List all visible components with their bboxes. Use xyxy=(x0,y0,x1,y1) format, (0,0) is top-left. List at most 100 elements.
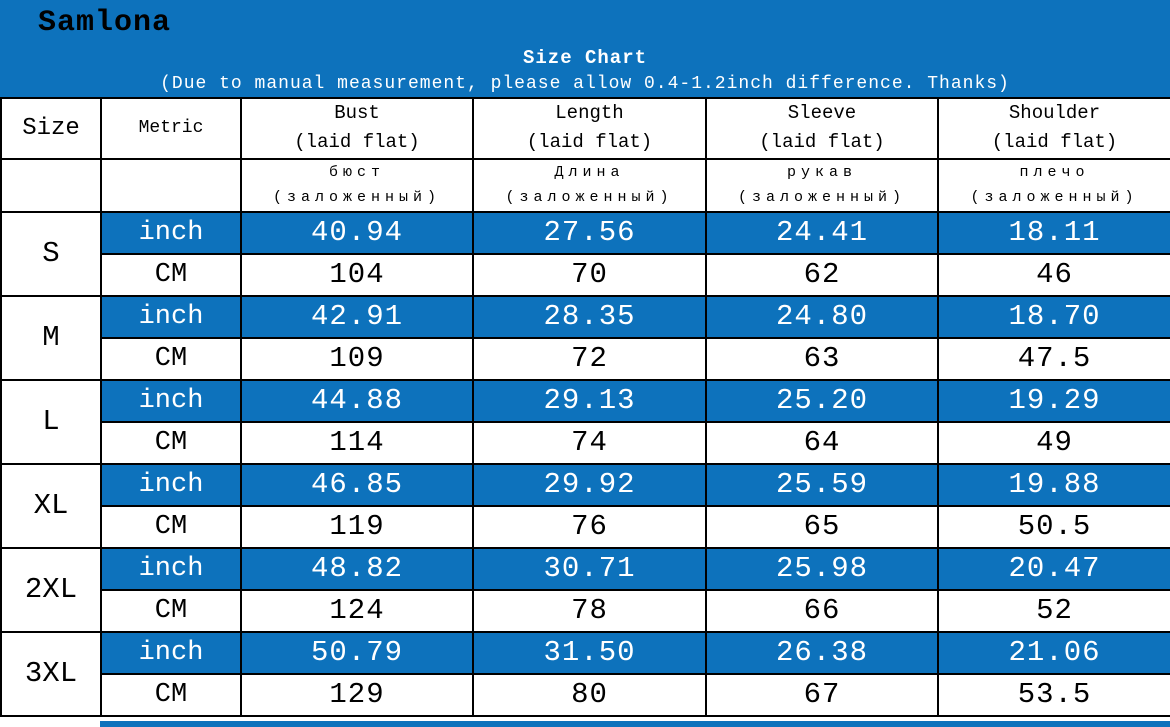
length-value: 76 xyxy=(472,504,707,549)
sleeve-value: 25.20 xyxy=(705,378,939,423)
header-row-english: Size Metric Bust (laid flat) Length (lai… xyxy=(0,97,1170,160)
sleeve-value: 64 xyxy=(705,420,939,465)
bust-ru-name: бюст xyxy=(328,163,385,181)
shoulder-value: 20.47 xyxy=(937,546,1170,591)
shoulder-ru-sub: (заложенный) xyxy=(970,189,1139,207)
column-header-metric: Metric xyxy=(100,97,242,160)
metric-label: CM xyxy=(100,672,242,717)
sleeve-value: 65 xyxy=(705,504,939,549)
column-header-length-sub: (laid flat) xyxy=(526,131,653,154)
shoulder-value: 50.5 xyxy=(937,504,1170,549)
length-value: 31.50 xyxy=(472,630,707,675)
bust-value: 44.88 xyxy=(240,378,474,423)
length-ru-sub: (заложенный) xyxy=(505,189,674,207)
column-header-bust-ru: бюст (заложенный) xyxy=(240,157,474,213)
length-value: 30.71 xyxy=(472,546,707,591)
metric-label: inch xyxy=(100,210,242,255)
bust-value: 50.79 xyxy=(240,630,474,675)
page-title: Size Chart xyxy=(522,47,648,69)
metric-label: CM xyxy=(100,252,242,297)
shoulder-value: 18.11 xyxy=(937,210,1170,255)
sleeve-value: 25.59 xyxy=(705,462,939,507)
shoulder-value: 52 xyxy=(937,588,1170,633)
column-header-sleeve-ru: рукав (заложенный) xyxy=(705,157,939,213)
size-label: S xyxy=(0,210,102,297)
table-row-l-inch: L inch 44.88 29.13 25.20 19.29 xyxy=(0,378,1170,465)
sleeve-ru-sub: (заложенный) xyxy=(737,189,907,207)
metric-label: inch xyxy=(100,462,242,507)
column-header-length-ru: Длина (заложенный) xyxy=(472,157,707,213)
metric-label: CM xyxy=(100,336,242,381)
length-value: 72 xyxy=(472,336,707,381)
shoulder-value: 19.29 xyxy=(937,378,1170,423)
length-value: 70 xyxy=(472,252,707,297)
metric-label: CM xyxy=(100,504,242,549)
bust-value: 48.82 xyxy=(240,546,474,591)
bust-value: 119 xyxy=(240,504,474,549)
header-band: Samlona Size Chart (Due to manual measur… xyxy=(0,0,1170,97)
bust-ru-sub: (заложенный) xyxy=(272,189,442,207)
metric-label: CM xyxy=(100,420,242,465)
sleeve-value: 25.98 xyxy=(705,546,939,591)
shoulder-value: 53.5 xyxy=(937,672,1170,717)
empty-header-cell xyxy=(100,157,242,213)
sleeve-value: 66 xyxy=(705,588,939,633)
shoulder-value: 18.70 xyxy=(937,294,1170,339)
sleeve-value: 26.38 xyxy=(705,630,939,675)
column-header-shoulder-sub: (laid flat) xyxy=(991,131,1118,154)
metric-label: inch xyxy=(100,630,242,675)
column-header-sleeve-name: Sleeve xyxy=(787,102,857,124)
column-header-bust: Bust (laid flat) xyxy=(240,97,474,160)
size-label: L xyxy=(0,378,102,465)
table-row-xl-cm: CM 119 76 65 50.5 xyxy=(1,504,1170,549)
length-ru-name: Длина xyxy=(554,163,625,181)
size-label: XL xyxy=(0,462,102,549)
column-header-shoulder-ru: плечо (заложенный) xyxy=(937,157,1170,213)
shoulder-value: 47.5 xyxy=(937,336,1170,381)
column-header-sleeve-sub: (laid flat) xyxy=(759,131,885,154)
length-value: 80 xyxy=(472,672,707,717)
sleeve-value: 67 xyxy=(705,672,939,717)
shoulder-value: 21.06 xyxy=(937,630,1170,675)
table-row-s-inch: S inch 40.94 27.56 24.41 18.11 xyxy=(0,210,1170,297)
table-row-l-cm: CM 114 74 64 49 xyxy=(1,420,1170,465)
table-row-xl-inch: XL inch 46.85 29.92 25.59 19.88 xyxy=(0,462,1170,549)
column-header-size: Size xyxy=(0,97,102,160)
length-value: 29.13 xyxy=(472,378,707,423)
sleeve-value: 24.41 xyxy=(705,210,939,255)
table-row-m-cm: CM 109 72 63 47.5 xyxy=(1,336,1170,381)
bust-value: 46.85 xyxy=(240,462,474,507)
table-row-2xl-cm: CM 124 78 66 52 xyxy=(1,588,1170,633)
bust-value: 109 xyxy=(240,336,474,381)
column-header-sleeve: Sleeve (laid flat) xyxy=(705,97,939,160)
size-chart-table: Size Metric Bust (laid flat) Length (lai… xyxy=(0,97,1170,717)
sleeve-value: 62 xyxy=(705,252,939,297)
shoulder-ru-name: плечо xyxy=(1019,163,1090,181)
length-value: 28.35 xyxy=(472,294,707,339)
table-row-3xl-inch: 3XL inch 50.79 31.50 26.38 21.06 xyxy=(0,630,1170,717)
table-row-2xl-inch: 2XL inch 48.82 30.71 25.98 20.47 xyxy=(0,546,1170,633)
sleeve-ru-name: рукав xyxy=(786,163,857,181)
column-header-length: Length (laid flat) xyxy=(472,97,707,160)
sleeve-value: 24.80 xyxy=(705,294,939,339)
bust-value: 104 xyxy=(240,252,474,297)
column-header-bust-name: Bust xyxy=(334,102,380,124)
column-header-length-name: Length xyxy=(555,102,624,124)
length-value: 27.56 xyxy=(472,210,707,255)
bust-value: 114 xyxy=(240,420,474,465)
bust-value: 124 xyxy=(240,588,474,633)
table-row-m-inch: M inch 42.91 28.35 24.80 18.70 xyxy=(0,294,1170,381)
column-header-bust-sub: (laid flat) xyxy=(294,131,420,154)
table-row-3xl-cm: CM 129 80 67 53.5 xyxy=(1,672,1170,717)
shoulder-value: 19.88 xyxy=(937,462,1170,507)
table-row-s-cm: CM 104 70 62 46 xyxy=(1,252,1170,297)
shoulder-value: 46 xyxy=(937,252,1170,297)
metric-label: inch xyxy=(100,294,242,339)
bust-value: 40.94 xyxy=(240,210,474,255)
column-header-shoulder: Shoulder (laid flat) xyxy=(937,97,1170,160)
length-value: 74 xyxy=(472,420,707,465)
size-label: M xyxy=(0,294,102,381)
column-header-shoulder-name: Shoulder xyxy=(1008,102,1101,124)
length-value: 29.92 xyxy=(472,462,707,507)
